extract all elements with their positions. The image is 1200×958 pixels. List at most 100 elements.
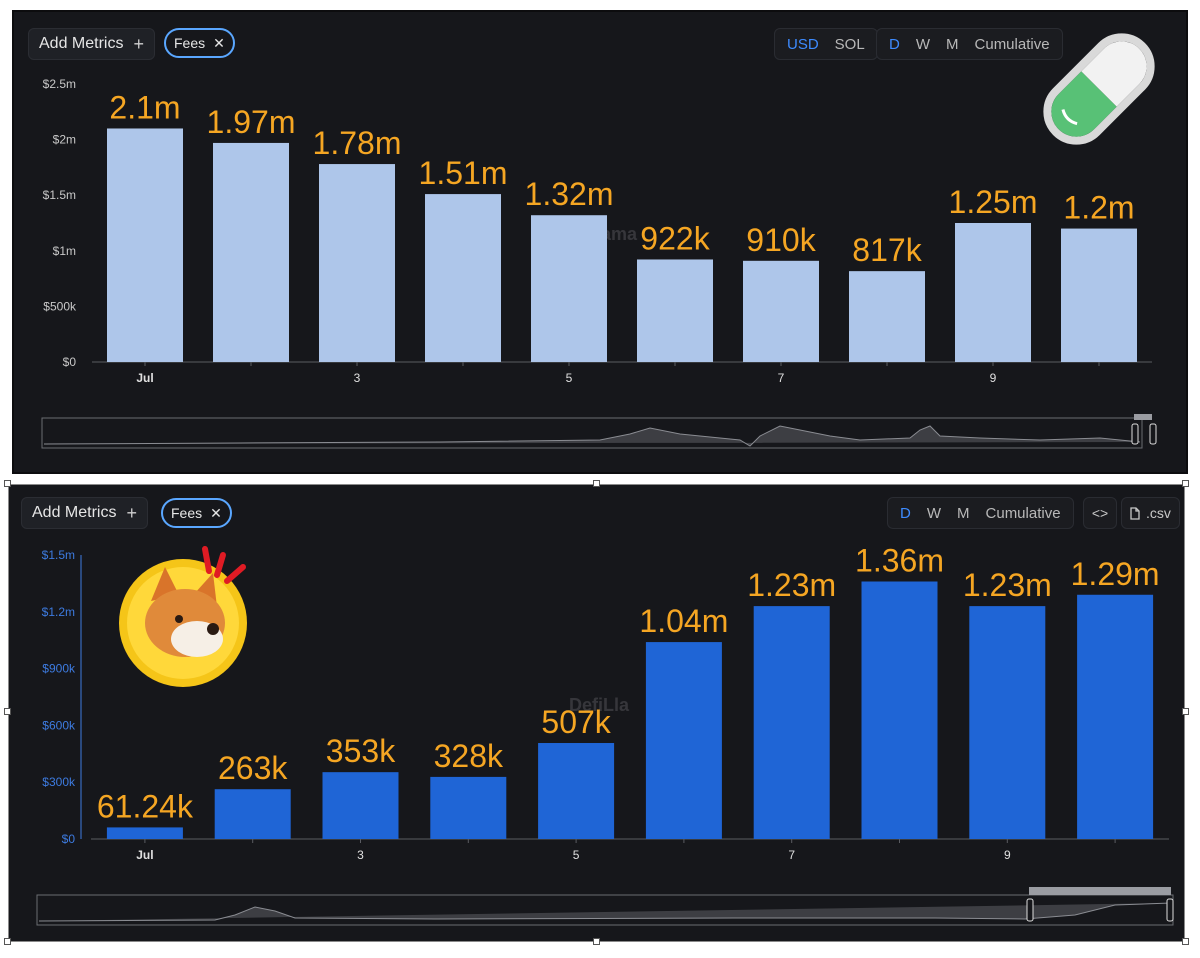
bar[interactable] — [107, 128, 183, 362]
currency-usd[interactable]: USD — [787, 35, 819, 53]
bar-value-label: 1.51m — [419, 155, 508, 191]
bar[interactable] — [425, 194, 501, 362]
selection-handle[interactable] — [1182, 938, 1189, 945]
bar-value-label: 328k — [434, 738, 504, 774]
bar[interactable] — [743, 260, 819, 362]
range-handle-top[interactable] — [1134, 414, 1152, 420]
fees-chip[interactable]: Fees ✕ — [161, 498, 232, 528]
top-range-navigator[interactable] — [40, 410, 1170, 456]
range-handle-top[interactable] — [1029, 887, 1171, 895]
x-tick-label: 7 — [778, 371, 785, 385]
y-tick-label: $300k — [42, 775, 76, 789]
period-m[interactable]: M — [957, 504, 970, 522]
watermark: DefiLla — [569, 695, 630, 715]
selection-handle[interactable] — [1182, 708, 1189, 715]
selection-handle[interactable] — [1182, 480, 1189, 487]
close-icon[interactable]: ✕ — [213, 34, 225, 51]
range-left-grip[interactable] — [1026, 898, 1034, 922]
fees-chip-label: Fees — [171, 505, 203, 521]
period-d[interactable]: D — [900, 504, 911, 522]
bar[interactable] — [322, 772, 399, 839]
bar-value-label: 910k — [746, 222, 816, 258]
bar-value-label: 263k — [218, 750, 288, 786]
bar[interactable] — [319, 164, 395, 362]
bar-value-label: 507k — [541, 704, 611, 740]
period-cumulative[interactable]: Cumulative — [985, 504, 1061, 522]
y-tick-label: $500k — [43, 299, 77, 313]
bar[interactable] — [106, 827, 183, 839]
file-icon — [1130, 506, 1140, 520]
close-icon[interactable]: ✕ — [210, 504, 222, 521]
y-tick-label: $600k — [42, 718, 76, 732]
bar[interactable] — [538, 743, 615, 839]
bar-value-label: 1.23m — [747, 567, 836, 603]
bar-value-label: 61.24k — [97, 788, 194, 824]
bar[interactable] — [1077, 594, 1154, 839]
period-w[interactable]: W — [915, 35, 931, 53]
y-tick-label: $900k — [42, 662, 76, 676]
plus-icon: + — [133, 33, 144, 54]
top-fees-bar-chart: fiLlama$0$500k$1m$1.5m$2m$2.5m2.1mJul1.9… — [43, 77, 1152, 385]
bottom-toolbar: Add Metrics + Fees ✕ D W M Cumulative <>… — [9, 485, 1184, 545]
bar-value-label: 1.97m — [207, 104, 296, 140]
bar-value-label: 1.32m — [525, 176, 614, 212]
add-metrics-button[interactable]: Add Metrics + — [28, 28, 155, 60]
bar[interactable] — [861, 581, 938, 839]
bar-value-label: 817k — [852, 232, 922, 268]
selection-handle[interactable] — [593, 938, 600, 945]
bar[interactable] — [531, 215, 607, 362]
bottom-chart-panel: Add Metrics + Fees ✕ D W M Cumulative <>… — [8, 484, 1185, 942]
add-metrics-button[interactable]: Add Metrics + — [21, 497, 148, 529]
currency-toggle: USD SOL — [774, 28, 878, 60]
selection-handle[interactable] — [4, 938, 11, 945]
range-left-grip[interactable] — [1131, 423, 1139, 445]
selection-handle[interactable] — [593, 480, 600, 487]
pill-capsule-icon — [1043, 33, 1155, 145]
bar-value-label: 1.2m — [1063, 190, 1134, 226]
period-cumulative[interactable]: Cumulative — [974, 35, 1050, 53]
bar-value-label: 2.1m — [109, 89, 180, 125]
bar-value-label: 922k — [640, 220, 710, 256]
bar-value-label: 353k — [326, 733, 396, 769]
selection-handle[interactable] — [4, 708, 11, 715]
period-toggle: D W M Cumulative — [876, 28, 1063, 60]
bar[interactable] — [637, 259, 713, 362]
x-tick-label: 7 — [788, 848, 795, 862]
csv-download-button[interactable]: .csv — [1121, 497, 1180, 529]
bottom-fees-bar-chart: DefiLla $0 $300k $600k $900k $1.2m $1.5m 61.24k… — [42, 543, 1169, 862]
y-tick-label: $1m — [53, 244, 76, 258]
period-m[interactable]: M — [946, 35, 959, 53]
period-w[interactable]: W — [926, 504, 942, 522]
y-tick-label: $1.5m — [43, 188, 76, 202]
bar[interactable] — [214, 789, 291, 839]
bar[interactable] — [753, 606, 830, 839]
period-d[interactable]: D — [889, 35, 900, 53]
range-right-grip[interactable] — [1166, 898, 1174, 922]
fees-chip[interactable]: Fees ✕ — [164, 28, 235, 58]
range-right-grip[interactable] — [1149, 423, 1157, 445]
bar[interactable] — [969, 606, 1046, 839]
top-toolbar: Add Metrics + Fees ✕ USD SOL D W M Cumul… — [14, 12, 1186, 72]
bar[interactable] — [213, 142, 289, 362]
embed-button[interactable]: <> — [1083, 497, 1117, 529]
add-metrics-label: Add Metrics — [32, 504, 117, 521]
add-metrics-label: Add Metrics — [39, 35, 124, 52]
x-tick-label: Jul — [136, 848, 153, 862]
x-tick-label: Jul — [136, 371, 153, 385]
bottom-range-navigator[interactable] — [35, 885, 1177, 931]
currency-sol[interactable]: SOL — [834, 35, 865, 53]
selection-handle[interactable] — [4, 480, 11, 487]
bar[interactable] — [1061, 228, 1137, 362]
y-tick-label: $1.5m — [42, 548, 75, 562]
plus-icon: + — [126, 502, 137, 523]
bar-value-label: 1.36m — [855, 543, 944, 579]
bar[interactable] — [955, 223, 1031, 362]
bar[interactable] — [430, 776, 507, 839]
y-tick-label: $2.5m — [43, 77, 76, 91]
bar[interactable] — [645, 642, 722, 839]
bar[interactable] — [849, 271, 925, 362]
y-tick-label: $2m — [53, 133, 76, 147]
x-tick-label: 9 — [1004, 848, 1011, 862]
x-tick-label: 3 — [357, 848, 364, 862]
x-tick-label: 3 — [354, 371, 361, 385]
